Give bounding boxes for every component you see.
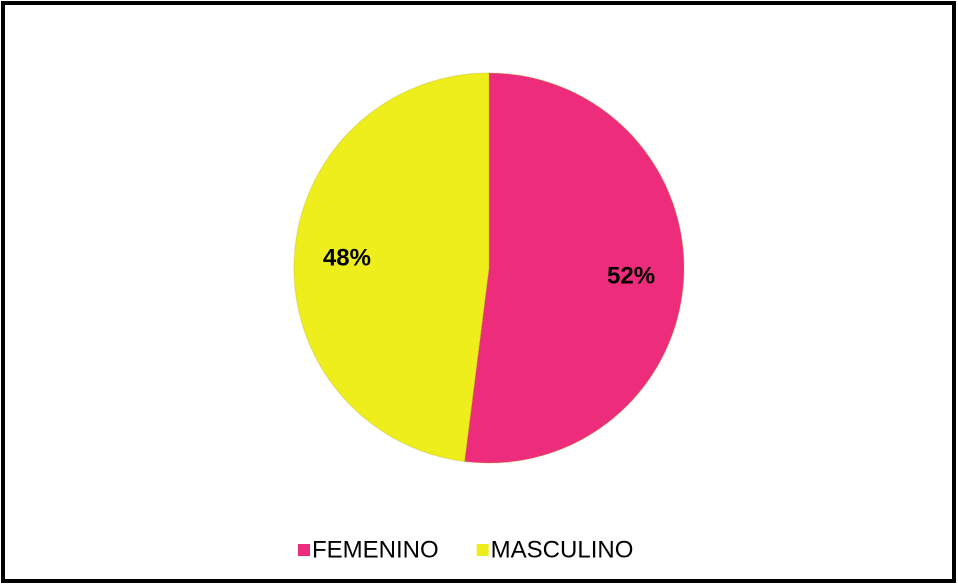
legend-label: FEMENINO <box>312 536 439 563</box>
pie-slice <box>293 72 490 463</box>
pie-slice <box>464 72 685 464</box>
legend-swatch <box>476 544 489 556</box>
data-label: 52% <box>607 262 655 289</box>
data-label: 48% <box>323 244 371 271</box>
legend-label: MASCULINO <box>491 536 634 563</box>
legend-swatch <box>298 544 310 556</box>
